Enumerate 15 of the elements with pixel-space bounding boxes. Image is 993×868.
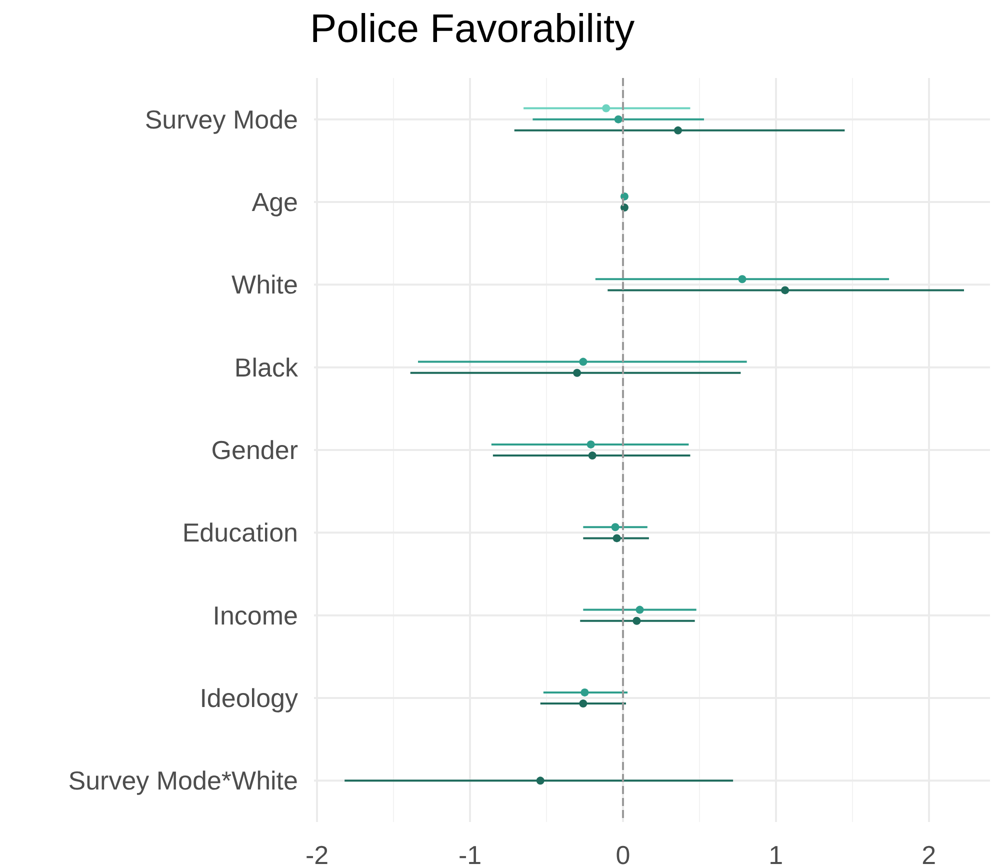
y-tick-label: Education [182,518,298,548]
y-tick-label: Survey Mode*White [68,766,298,796]
chart-title: Police Favorability [310,7,635,51]
x-tick-label: 2 [922,840,936,868]
x-tick-label: 0 [616,840,630,868]
y-tick-label: Ideology [200,683,298,713]
y-tick-label: White [232,270,298,300]
x-tick-label: -1 [458,840,482,868]
y-tick-label: Age [252,187,298,217]
y-tick-label: Gender [211,435,298,465]
y-tick-label: Income [212,600,298,630]
x-tick-label: -2 [305,840,329,868]
x-tick-label: 1 [768,840,784,868]
y-tick-label: Survey Mode [144,104,298,134]
y-tick-label: Black [234,352,299,382]
